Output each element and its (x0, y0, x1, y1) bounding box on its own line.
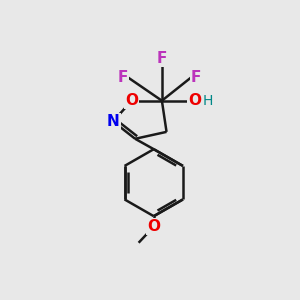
Text: F: F (191, 70, 201, 85)
Text: H: H (203, 94, 213, 108)
Text: O: O (147, 219, 160, 234)
Text: F: F (118, 70, 128, 85)
Text: O: O (189, 93, 202, 108)
Text: F: F (157, 51, 167, 66)
Text: O: O (125, 93, 138, 108)
Text: N: N (107, 114, 119, 129)
